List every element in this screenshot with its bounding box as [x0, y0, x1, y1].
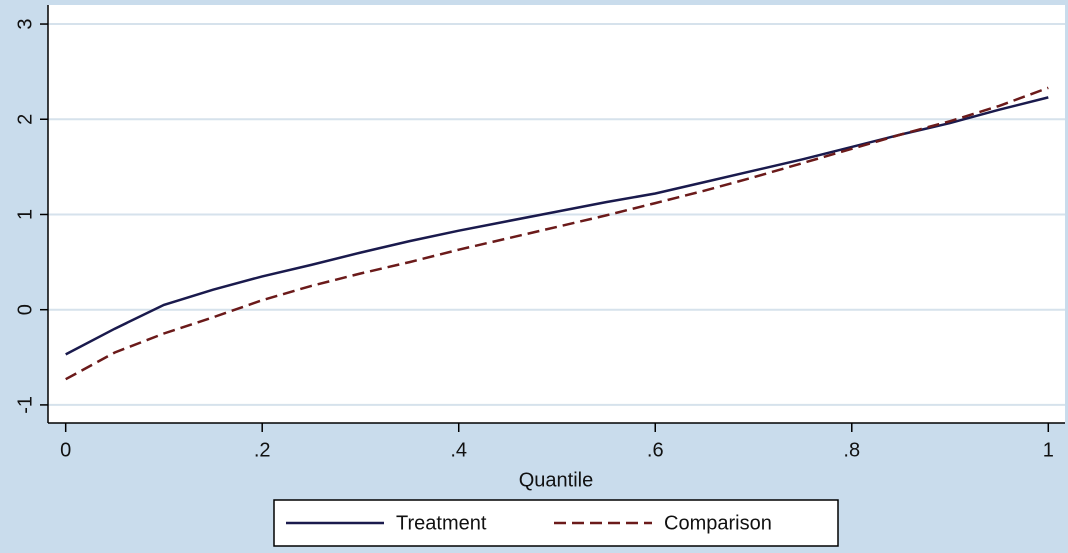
legend-label: Treatment — [396, 512, 487, 534]
y-tick-label: 3 — [14, 18, 36, 29]
x-tick-label: .4 — [450, 439, 467, 461]
x-tick-label: 0 — [60, 439, 71, 461]
series-line — [65, 86, 1049, 381]
legend-label: Comparison — [664, 512, 772, 534]
x-tick-label: .6 — [647, 439, 664, 461]
x-tick-label: 1 — [1043, 439, 1054, 461]
y-tick-label: -1 — [14, 396, 36, 414]
x-tick-label: .8 — [843, 439, 860, 461]
x-tick-label: .2 — [254, 439, 271, 461]
y-tick-label: 1 — [14, 209, 36, 220]
y-tick-label: 0 — [14, 304, 36, 315]
y-tick-label: 2 — [14, 114, 36, 125]
x-axis-title: Quantile — [519, 469, 594, 491]
